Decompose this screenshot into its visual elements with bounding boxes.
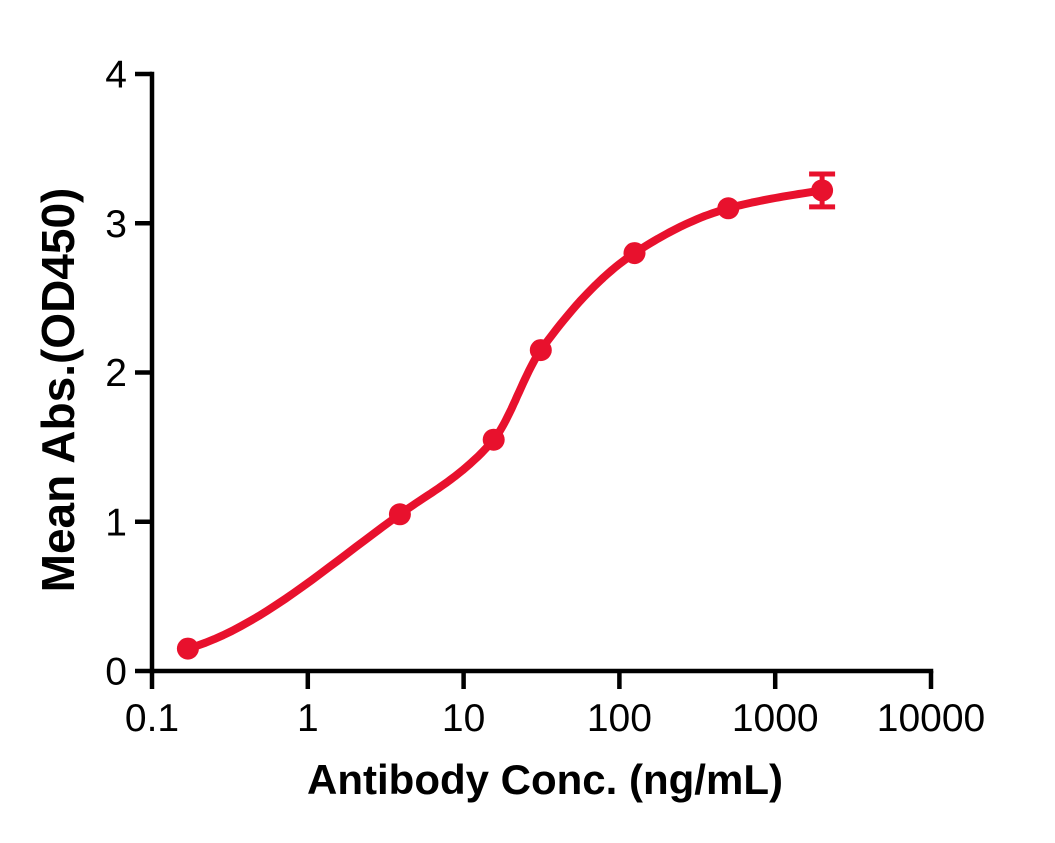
data-point-marker <box>176 637 199 660</box>
x-axis-tick-label: 100 <box>587 697 652 740</box>
data-point-marker <box>529 339 552 362</box>
data-point-marker <box>717 197 740 220</box>
x-axis-tick-label: 10 <box>442 697 485 740</box>
y-axis-tick-label: 0 <box>105 651 127 694</box>
x-axis-title: Antibody Conc. (ng/mL) <box>307 756 783 803</box>
axes-layer: 0.1 1 10 100 1000 10000 0 1 2 3 4 <box>105 54 985 741</box>
x-axis-tick-label: 10000 <box>877 697 985 740</box>
x-axis-tick-label: 0.1 <box>125 697 179 740</box>
fit-curve <box>183 186 827 653</box>
data-series-layer <box>176 171 836 660</box>
y-axis-tick-label: 2 <box>105 352 127 395</box>
y-axis-title: Mean Abs.(OD450) <box>32 188 84 593</box>
data-point-marker <box>388 503 411 526</box>
data-point-marker <box>482 428 505 451</box>
y-axis-tick-label: 4 <box>105 54 127 97</box>
x-axis-tick-label: 1000 <box>732 697 819 740</box>
x-axis-tick-label: 1 <box>297 697 319 740</box>
data-point-marker <box>623 242 646 265</box>
y-axis-tick-label: 3 <box>105 203 127 246</box>
y-axis-tick-label: 1 <box>105 501 127 544</box>
data-point-marker <box>811 179 834 202</box>
